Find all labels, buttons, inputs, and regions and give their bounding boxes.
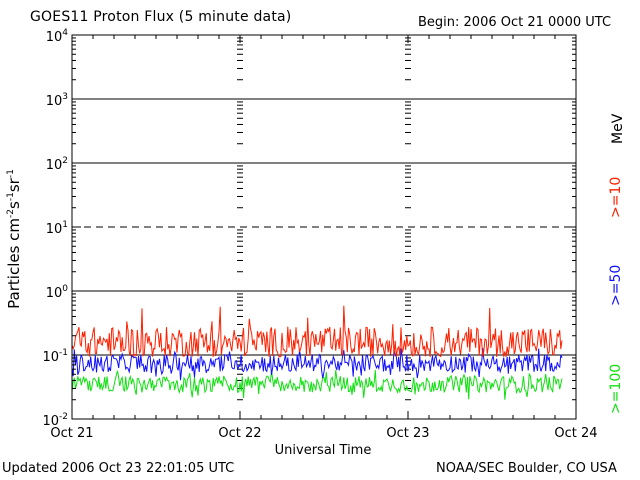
plot-frame <box>71 34 577 420</box>
y-tick-label: 100 <box>46 284 69 301</box>
x-tick-label: Oct 21 <box>50 426 93 441</box>
credit-line: NOAA/SEC Boulder, CO USA <box>436 461 617 476</box>
series-line-1 <box>71 348 563 381</box>
legend-unit: MeV <box>610 113 626 144</box>
y-tick-label: 101 <box>46 220 68 237</box>
legend-series-100: >=100 <box>608 363 624 414</box>
series-group <box>71 305 563 400</box>
series-line-0 <box>71 305 563 358</box>
chart-title: GOES11 Proton Flux (5 minute data) <box>30 9 292 25</box>
legend-series-50: >=50 <box>608 264 624 306</box>
x-tick-labels: Oct 21 Oct 22 Oct 23 Oct 24 <box>50 426 597 441</box>
y-tick-label: 103 <box>46 92 68 109</box>
x-tick-label: Oct 22 <box>218 426 261 441</box>
legend-series-10: >=10 <box>608 176 624 218</box>
x-tick-label: Oct 23 <box>386 426 429 441</box>
y-tick-label: 10-2 <box>42 412 68 429</box>
x-axis-label: Universal Time <box>275 443 372 458</box>
y-tick-label: 10-1 <box>42 348 68 365</box>
begin-time: Begin: 2006 Oct 21 0000 UTC <box>418 15 612 30</box>
series-line-2 <box>71 369 563 400</box>
y-tick-labels: 10-2 10-1 100 101 102 103 104 <box>42 28 68 429</box>
y-tick-label: 102 <box>46 156 68 173</box>
updated-timestamp: Updated 2006 Oct 23 22:01:05 UTC <box>2 461 235 476</box>
y-tick-label: 104 <box>46 28 69 45</box>
x-tick-label: Oct 24 <box>554 426 597 441</box>
